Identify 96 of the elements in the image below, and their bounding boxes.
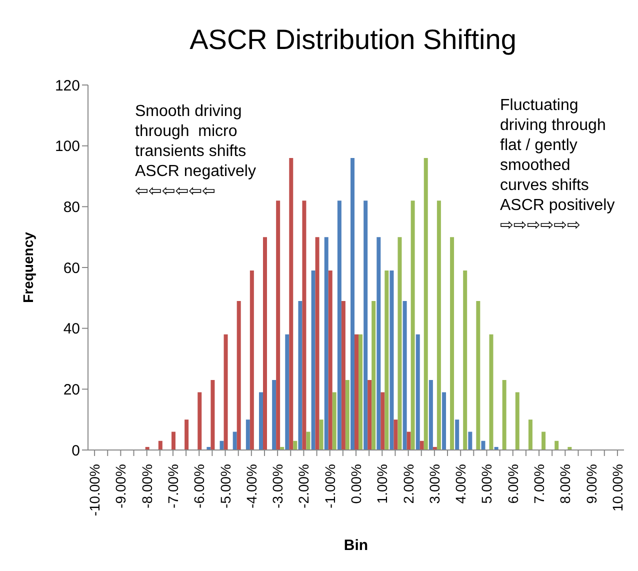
x-tick-label: 9.00% — [583, 464, 600, 504]
bar — [158, 440, 162, 450]
bar — [272, 380, 276, 450]
bar — [184, 420, 189, 450]
y-tick-label: 80 — [63, 198, 80, 216]
x-tick-label: -10.00% — [86, 464, 103, 516]
x-tick-label: -6.00% — [191, 464, 208, 508]
bar — [198, 392, 202, 450]
y-tick-label: 0 — [72, 442, 80, 460]
bar — [402, 300, 407, 450]
bar — [311, 270, 316, 450]
bar — [358, 334, 363, 450]
x-tick-label: -2.00% — [296, 464, 312, 508]
x-tick-label: 7.00% — [531, 464, 548, 504]
y-axis-title: Frequency — [20, 232, 36, 303]
bar — [324, 237, 328, 450]
bar — [394, 420, 398, 450]
bar — [293, 440, 298, 450]
bar — [428, 380, 433, 450]
bar — [476, 300, 480, 450]
x-tick-label: 5.00% — [478, 464, 495, 504]
bar — [442, 392, 446, 450]
y-tick-label: 60 — [63, 260, 80, 277]
bar — [262, 237, 267, 450]
bar — [246, 420, 250, 450]
bar — [398, 237, 402, 450]
x-tick-label: 4.00% — [452, 464, 469, 504]
chart-title: ASCR Distribution Shifting — [188, 24, 518, 56]
x-tick-label: 3.00% — [426, 464, 442, 504]
bar — [463, 270, 468, 450]
x-tick-label: 2.00% — [400, 464, 416, 504]
x-axis-title: Bin — [344, 537, 368, 554]
x-tick-label: 10.00% — [609, 464, 626, 512]
bar — [276, 200, 280, 450]
bar — [416, 334, 420, 450]
x-tick-label: -3.00% — [270, 464, 286, 508]
y-tick-label: 100 — [54, 138, 80, 156]
bar — [332, 392, 336, 450]
bar — [384, 270, 389, 450]
bar — [380, 392, 385, 450]
bar — [376, 237, 381, 450]
bar — [232, 432, 237, 450]
x-tick-label: -7.00% — [164, 464, 181, 508]
x-tick-label: -4.00% — [243, 464, 260, 508]
bar — [489, 334, 494, 450]
bar — [364, 200, 368, 450]
bar — [345, 380, 350, 450]
bar — [341, 300, 346, 450]
annotation: Fluctuating driving through flat / gently smoothed curves shifts ASCR positively ⇨⇨⇨⇨⇨⇨ — [500, 96, 616, 236]
bar — [368, 380, 372, 450]
bar — [468, 432, 472, 450]
bar — [306, 432, 310, 450]
bar — [236, 300, 241, 450]
y-tick-label: 120 — [54, 77, 80, 94]
bar — [224, 334, 228, 450]
bar — [302, 200, 306, 450]
bar — [515, 392, 520, 450]
bar — [372, 300, 376, 450]
bar — [406, 432, 411, 450]
bar — [328, 270, 332, 450]
bar — [337, 200, 342, 450]
bar — [481, 440, 486, 450]
x-tick-label: 1.00% — [374, 464, 390, 504]
bar — [390, 270, 394, 450]
bar — [250, 270, 254, 450]
bar — [258, 392, 263, 450]
bar — [354, 334, 359, 450]
bar — [289, 158, 294, 450]
bar — [424, 158, 428, 450]
bar — [410, 200, 415, 450]
bar — [420, 440, 424, 450]
x-tick-label: 6.00% — [504, 464, 521, 504]
bar — [298, 300, 302, 450]
bar — [171, 432, 176, 450]
bar — [315, 237, 320, 450]
y-tick-label: 20 — [63, 381, 80, 398]
x-tick-label: 8.00% — [557, 464, 574, 504]
bar — [285, 334, 290, 450]
x-tick-label: -9.00% — [112, 464, 129, 508]
x-tick-label: -1.00% — [322, 464, 338, 508]
bar — [450, 237, 454, 450]
bar — [542, 432, 546, 450]
x-tick-label: -8.00% — [138, 464, 155, 508]
x-tick-label: -5.00% — [217, 464, 234, 508]
bar — [210, 380, 215, 450]
y-tick-label: 40 — [63, 320, 80, 338]
bar — [554, 440, 559, 450]
bar — [436, 200, 441, 450]
annotation: Smooth driving through micro transients shifts ASCR negatively ⇦⇦⇦⇦⇦⇦ — [135, 102, 257, 202]
bar — [220, 440, 224, 450]
bar — [350, 158, 355, 450]
bar — [319, 420, 324, 450]
x-tick-label: 0.00% — [348, 464, 364, 504]
bar — [502, 380, 506, 450]
bar — [455, 420, 460, 450]
bar — [528, 420, 532, 450]
